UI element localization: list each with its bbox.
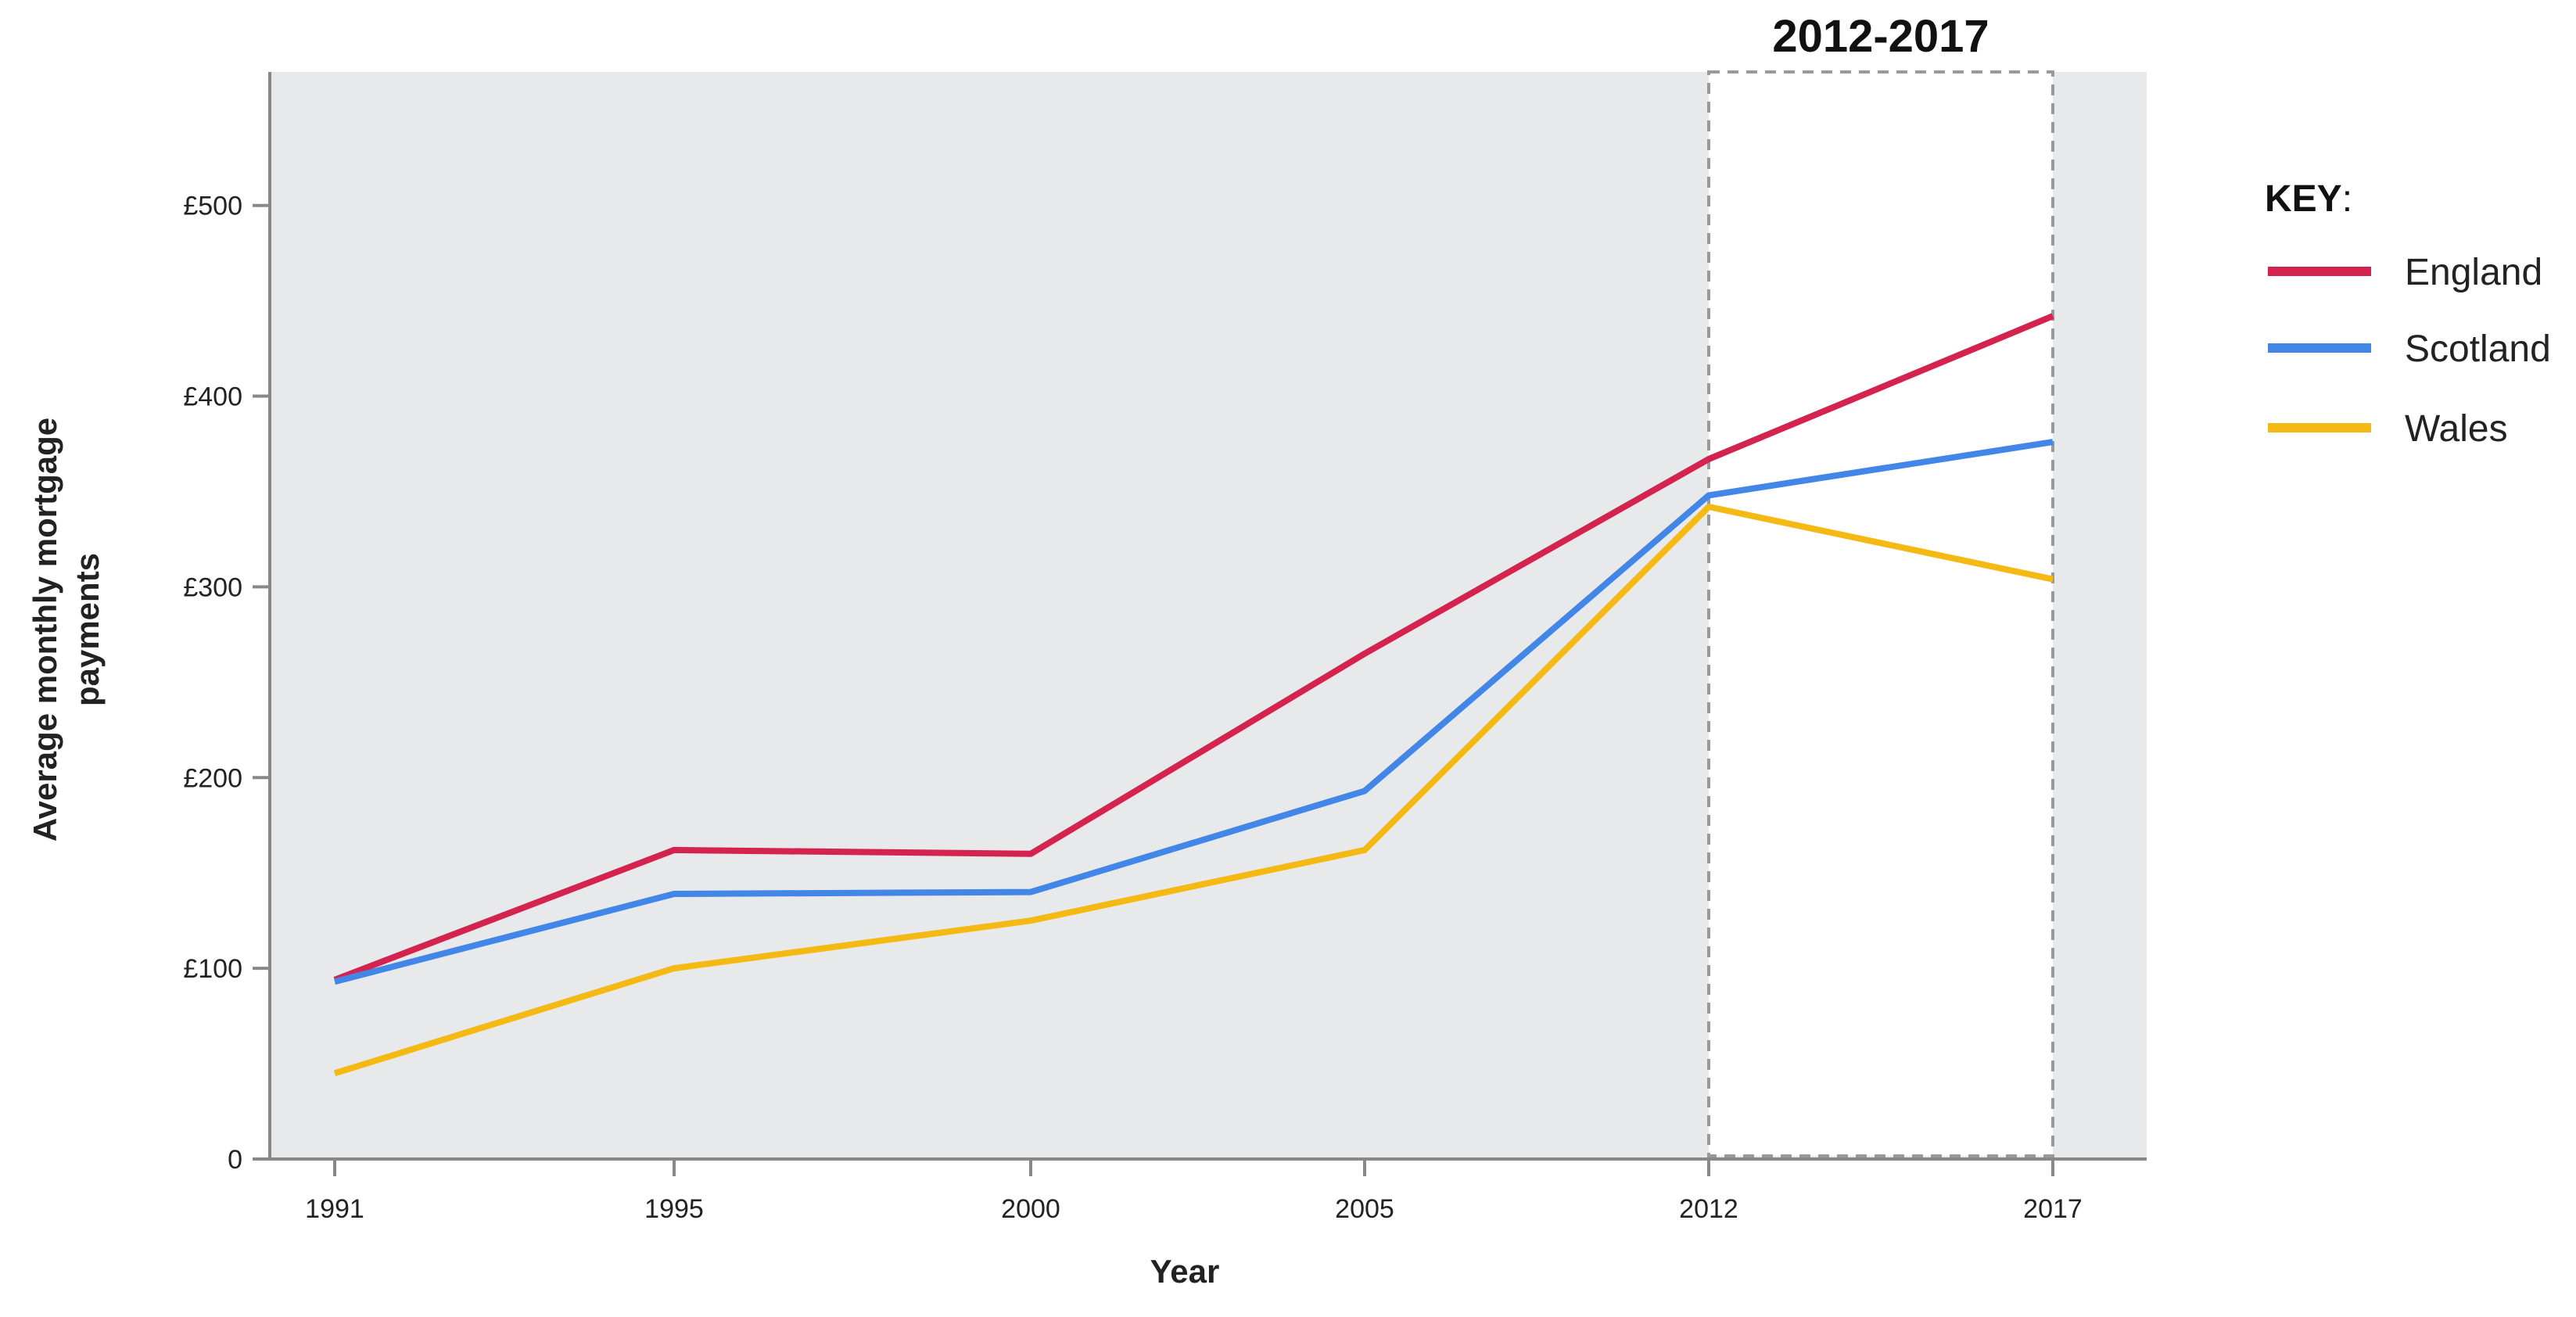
y-tick-label: £400	[183, 382, 242, 412]
y-tick-label: 0	[228, 1145, 242, 1175]
legend-title-colon: :	[2342, 178, 2352, 220]
series-line-england	[333, 313, 2054, 983]
y-tick-label: £300	[183, 572, 242, 602]
x-tick-label: 2017	[2023, 1194, 2083, 1224]
series-lines	[333, 313, 2054, 1077]
highlight-label: 2012-2017	[1772, 11, 1989, 62]
legend-title-key: KEY	[2265, 178, 2342, 220]
x-tick-label: 1995	[644, 1194, 704, 1224]
x-tick-label: 2005	[1335, 1194, 1394, 1224]
x-tick-label: 2000	[1001, 1194, 1060, 1224]
highlight-box	[1707, 70, 2054, 1157]
x-axis-ticks: 1991 1995 2000 2005 2012 2017	[305, 1159, 2083, 1224]
legend: KEY: England Scotland Wales	[2265, 178, 2551, 450]
axes	[268, 72, 2147, 1161]
x-tick-label: 2012	[1679, 1194, 1738, 1224]
y-axis-ticks: 0 £100 £200 £300 £400 £500	[183, 192, 270, 1175]
legend-label-wales: Wales	[2405, 408, 2508, 450]
legend-label-england: England	[2405, 252, 2542, 293]
y-axis-title-line: Average monthly mortgage	[27, 418, 63, 842]
x-tick-label: 1991	[305, 1194, 364, 1224]
y-tick-label: £200	[183, 763, 242, 793]
y-axis-title: Average monthly mortgage payments	[27, 418, 106, 842]
legend-label-scotland: Scotland	[2405, 328, 2551, 370]
highlight-region	[1707, 70, 2054, 1157]
series-line-scotland	[333, 439, 2054, 985]
y-tick-label: £100	[183, 954, 242, 984]
legend-title: KEY:	[2265, 178, 2352, 220]
y-axis-title-line: payments	[69, 553, 106, 706]
y-tick-label: £500	[183, 192, 242, 221]
series-line-wales	[333, 504, 2054, 1077]
x-axis-title: Year	[1150, 1253, 1220, 1290]
